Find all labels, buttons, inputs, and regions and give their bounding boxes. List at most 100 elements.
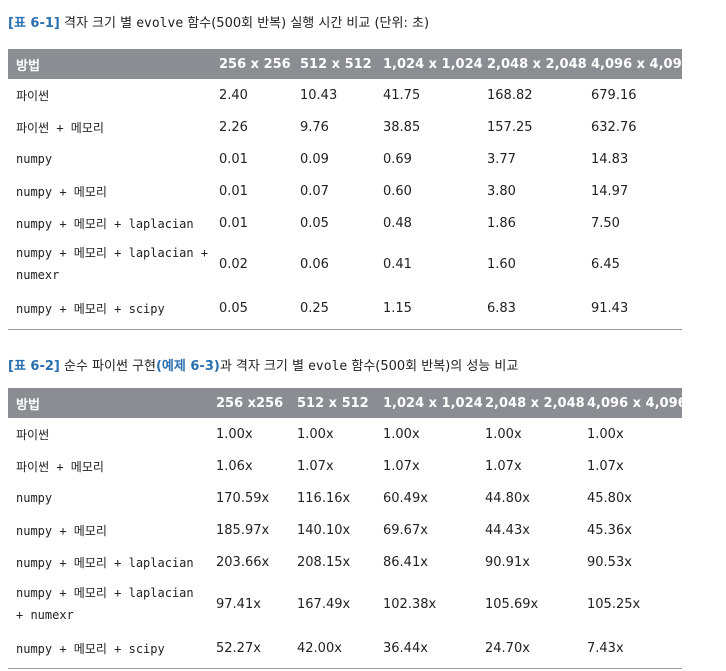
method-cell: 파이썬 + 메모리	[16, 120, 104, 135]
value-cell: 52.27x	[208, 630, 289, 669]
table1-header-2: 512 x 512	[292, 49, 375, 79]
value-cell: 1.00x	[297, 426, 334, 442]
table-row: 파이썬 + 메모리 2.26 9.76 38.85 157.25 632.76	[8, 111, 682, 143]
table1-caption: [표 6-1] 격자 크기 별 evolve 함수(500회 반복) 실행 시간…	[8, 12, 429, 31]
method-cell: numpy + 메모리 + laplacian + numexr	[16, 586, 194, 622]
value-cell: 69.67x	[383, 522, 428, 538]
value-cell: 0.41	[383, 256, 412, 272]
table1: 방법 256 x 256 512 x 512 1,024 x 1,024 2,048 x…	[8, 49, 691, 330]
table2-caption-text: 순수 파이썬 구현	[59, 359, 156, 374]
table-row: 파이썬 2.40 10.43 41.75 168.82 679.16	[8, 79, 682, 111]
value-cell: 632.76	[591, 119, 637, 135]
value-cell: 157.25	[487, 119, 533, 135]
value-cell: 90.91x	[485, 554, 530, 570]
value-cell: 36.44x	[375, 630, 477, 669]
value-cell: 0.02	[219, 256, 248, 272]
value-cell: 1.15	[375, 289, 479, 330]
method-cell: numpy + 메모리	[16, 184, 107, 199]
value-cell: 208.15x	[297, 554, 351, 570]
method-cell: numpy + 메모리 + laplacian	[16, 555, 194, 570]
value-cell: 1.07x	[587, 458, 624, 474]
value-cell: 14.97	[591, 183, 629, 199]
table1-caption-text2: 함수(500회 반복) 실행 시간 비교 (단위: 초)	[183, 16, 430, 31]
table2-caption-label: [표 6-2]	[8, 359, 60, 374]
table2-header-4: 2,048 x 2,048	[477, 388, 585, 418]
table1-caption-text: 격자 크기 별	[59, 16, 137, 31]
table1-header-4: 2,048 x 2,048	[479, 49, 587, 79]
value-cell: 44.43x	[485, 522, 530, 538]
table-row: numpy 0.01 0.09 0.69 3.77 14.83	[8, 143, 682, 175]
value-cell: 167.49x	[297, 596, 351, 612]
table2-caption: [표 6-2] 순수 파이썬 구현(예제 6-3)과 격자 크기 별 evole…	[8, 355, 518, 374]
value-cell: 0.06	[300, 256, 329, 272]
table-row: numpy + 메모리 + laplacian 203.66x 208.15x 86.…	[8, 546, 682, 578]
value-cell: 14.83	[591, 151, 629, 167]
table2: 방법 256 x256 512 x 512 1,024 x 1,024 2,048 x …	[8, 388, 687, 669]
value-cell: 1.00x	[587, 426, 624, 442]
table-row: numpy 170.59x 116.16x 60.49x 44.80x 45.80x	[8, 482, 682, 514]
method-cell: 파이썬 + 메모리	[16, 459, 104, 474]
value-cell: 168.82	[487, 87, 533, 103]
table-row: numpy + 메모리 + laplacian 0.01 0.05 0.48 1.86 7…	[8, 207, 682, 239]
table1-header-5: 4,096 x 4,096	[583, 49, 691, 79]
value-cell: 86.41x	[383, 554, 428, 570]
table2-caption-code: evole	[308, 359, 348, 374]
table-row: numpy + 메모리 + scipy 52.27x 42.00x 36.44x 24.…	[8, 630, 682, 669]
value-cell: 45.80x	[587, 490, 632, 506]
table-row: 파이썬 + 메모리 1.06x 1.07x 1.07x 1.07x 1.07x	[8, 450, 682, 482]
value-cell: 2.40	[219, 87, 248, 103]
value-cell: 97.41x	[216, 596, 261, 612]
table2-caption-ref: (예제 6-3)	[155, 359, 220, 374]
value-cell: 90.53x	[587, 554, 632, 570]
value-cell: 0.01	[219, 183, 248, 199]
table1-header-0: 방법	[8, 49, 211, 79]
value-cell: 0.05	[211, 289, 292, 330]
value-cell: 0.01	[219, 215, 248, 231]
value-cell: 105.69x	[485, 596, 539, 612]
table-row: numpy + 메모리 + laplacian + numexr 0.02 0.06…	[8, 239, 682, 289]
method-cell: numpy + 메모리 + scipy	[8, 289, 211, 330]
table1-header-row: 방법 256 x 256 512 x 512 1,024 x 1,024 2,048 x…	[8, 49, 691, 79]
value-cell: 0.60	[383, 183, 412, 199]
value-cell: 1.60	[487, 256, 516, 272]
value-cell: 0.07	[300, 183, 329, 199]
value-cell: 185.97x	[216, 522, 270, 538]
value-cell: 45.36x	[587, 522, 632, 538]
value-cell: 1.86	[487, 215, 516, 231]
value-cell: 1.00x	[485, 426, 522, 442]
value-cell: 7.43x	[579, 630, 682, 669]
value-cell: 0.48	[383, 215, 412, 231]
value-cell: 3.80	[487, 183, 516, 199]
method-cell: numpy	[16, 491, 53, 505]
method-cell: numpy + 메모리 + laplacian + numexr	[16, 246, 209, 282]
method-cell: 파이썬	[16, 88, 50, 103]
table2-caption-text3: 함수(500회 반복)의 성능 비교	[347, 359, 519, 374]
table1-header-1: 256 x 256	[211, 49, 292, 79]
method-cell: numpy + 메모리	[16, 523, 107, 538]
value-cell: 1.07x	[383, 458, 420, 474]
value-cell: 170.59x	[216, 490, 270, 506]
value-cell: 6.83	[479, 289, 583, 330]
table2-header-0: 방법	[8, 388, 208, 418]
table2-header-2: 512 x 512	[289, 388, 375, 418]
method-cell: numpy + 메모리 + scipy	[8, 630, 208, 669]
value-cell: 140.10x	[297, 522, 351, 538]
value-cell: 1.07x	[485, 458, 522, 474]
value-cell: 91.43	[583, 289, 682, 330]
table2-header-1: 256 x256	[208, 388, 289, 418]
value-cell: 203.66x	[216, 554, 270, 570]
value-cell: 116.16x	[297, 490, 351, 506]
value-cell: 0.09	[300, 151, 329, 167]
table2-header-5: 4,096 x 4,096	[579, 388, 687, 418]
value-cell: 7.50	[591, 215, 620, 231]
value-cell: 105.25x	[587, 596, 641, 612]
value-cell: 3.77	[487, 151, 516, 167]
value-cell: 1.00x	[383, 426, 420, 442]
value-cell: 102.38x	[383, 596, 437, 612]
method-cell: numpy + 메모리 + laplacian	[16, 216, 194, 231]
table-row: numpy + 메모리 + laplacian + numexr 97.41x 16…	[8, 578, 682, 630]
table-row: numpy + 메모리 185.97x 140.10x 69.67x 44.43x 45.…	[8, 514, 682, 546]
value-cell: 38.85	[383, 119, 421, 135]
value-cell: 10.43	[300, 87, 338, 103]
value-cell: 0.69	[383, 151, 412, 167]
